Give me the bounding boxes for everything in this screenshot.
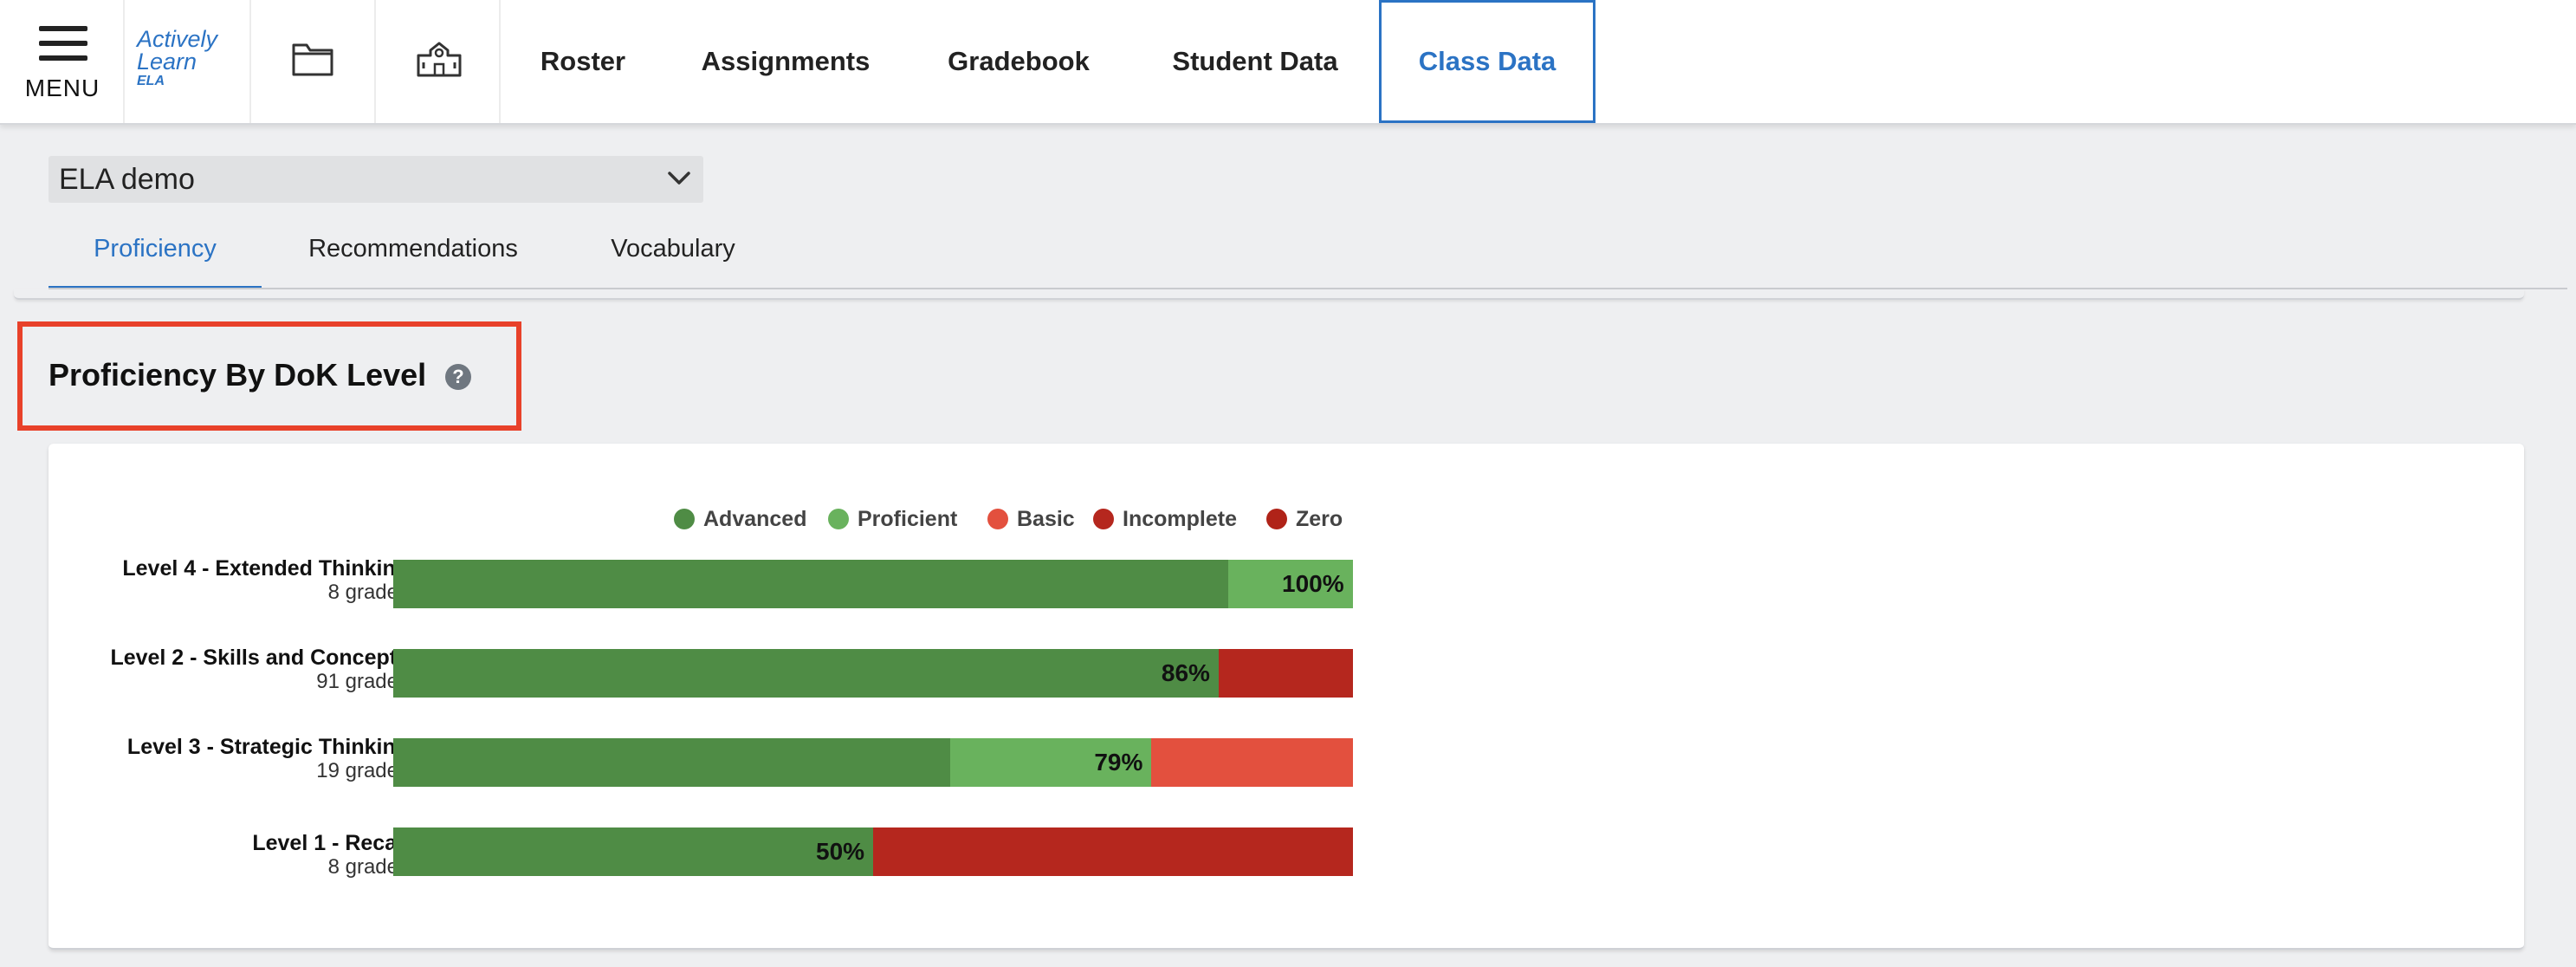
row-grade-count: 19 grades: [316, 759, 409, 782]
row-label: Level 1 - Recall 8 grades: [62, 831, 409, 879]
proficiency-chart-card: Advanced Proficient Basic Incomplete Zero Le…: [49, 444, 2524, 950]
bar-segment-advanced[interactable]: [393, 649, 1219, 698]
subtab-recommendations[interactable]: Recommendations: [308, 235, 518, 263]
row-label: Level 4 - Extended Thinking 8 grades: [62, 556, 409, 605]
school-button[interactable]: [376, 0, 501, 123]
legend-dot-proficient: [828, 509, 849, 529]
row-title: Level 3 - Strategic Thinking: [126, 735, 409, 759]
app-logo[interactable]: Actively Learn ELA: [125, 0, 251, 123]
row-title: Level 4 - Extended Thinking: [122, 556, 409, 581]
tab-assignments[interactable]: Assignments: [701, 46, 871, 76]
bar-segment-proficient[interactable]: [1227, 560, 1353, 608]
legend-item-advanced[interactable]: Advanced: [674, 504, 806, 534]
legend-dot-zero: [1266, 509, 1287, 529]
row-label: Level 2 - Skills and Concepts 91 grades: [62, 646, 409, 694]
bar-segment-advanced[interactable]: [393, 560, 1228, 608]
legend-dot-incomplete: [1093, 509, 1114, 529]
bar-percent-label: 50%: [816, 838, 865, 865]
library-button[interactable]: [251, 0, 376, 123]
bar-segment-incomplete[interactable]: [1218, 649, 1353, 698]
row-title: Level 1 - Recall: [252, 831, 409, 855]
legend-item-incomplete[interactable]: Incomplete: [1093, 504, 1237, 534]
bar-percent-label: 100%: [1282, 570, 1344, 597]
tab-student-data[interactable]: Student Data: [1172, 46, 1338, 76]
legend-dot-basic: [987, 509, 1008, 529]
bar-percent-label: 86%: [1161, 659, 1210, 686]
row-grade-count: 8 grades: [327, 581, 409, 604]
bar-segment-proficient[interactable]: [949, 738, 1152, 787]
menu-label: MENU: [24, 75, 100, 101]
highlight-annotation-box: [17, 321, 521, 431]
legend-item-zero[interactable]: Zero: [1266, 504, 1343, 534]
menu-button[interactable]: MENU: [0, 0, 125, 123]
bar-level-2-skills-and-concepts[interactable]: 86%: [393, 649, 1353, 698]
row-grade-count: 8 grades: [327, 855, 409, 879]
legend-label: Proficient: [858, 507, 958, 531]
logo-text-line2: Learn: [137, 49, 197, 75]
bar-segment-basic[interactable]: [1151, 738, 1353, 787]
legend-label: Zero: [1296, 507, 1343, 531]
row-title: Level 2 - Skills and Concepts: [110, 646, 409, 670]
row-label: Level 3 - Strategic Thinking 19 grades: [62, 735, 409, 783]
top-navigation-bar: MENU Actively Learn ELA Roster Assignmen…: [0, 0, 2576, 125]
bar-segment-advanced[interactable]: [393, 738, 950, 787]
bar-segment-incomplete[interactable]: [873, 827, 1353, 876]
bar-level-3-strategic-thinking[interactable]: 79%: [393, 738, 1353, 787]
bar-level-1-recall[interactable]: 50%: [393, 827, 1353, 876]
logo-text-line1: Actively: [137, 26, 218, 52]
school-building-icon: [417, 42, 462, 77]
subtab-proficiency[interactable]: Proficiency: [49, 215, 262, 289]
legend-label: Incomplete: [1123, 507, 1237, 531]
subtab-vocabulary[interactable]: Vocabulary: [611, 235, 735, 263]
subtab-divider: [49, 288, 2567, 289]
hamburger-icon: [39, 26, 87, 61]
tab-roster[interactable]: Roster: [540, 46, 626, 76]
legend-item-basic[interactable]: Basic: [987, 504, 1075, 534]
bar-level-4-extended-thinking[interactable]: 100%: [393, 560, 1353, 608]
class-select-dropdown[interactable]: ELA demo: [49, 156, 703, 203]
bar-segment-advanced[interactable]: [393, 827, 873, 876]
legend-dot-advanced: [674, 509, 695, 529]
legend-label: Basic: [1017, 507, 1075, 531]
collapsed-card-edge: [14, 289, 2524, 300]
row-grade-count: 91 grades: [316, 670, 409, 693]
help-icon[interactable]: ?: [445, 364, 471, 390]
logo-subtitle: ELA: [137, 74, 165, 88]
class-select-value: ELA demo: [59, 163, 195, 196]
legend-label: Advanced: [703, 507, 807, 531]
tab-class-data[interactable]: Class Data: [1379, 0, 1595, 123]
legend-item-proficient[interactable]: Proficient: [828, 504, 957, 534]
folder-icon: [292, 43, 333, 76]
tab-gradebook[interactable]: Gradebook: [948, 46, 1090, 76]
section-title: Proficiency By DoK Level: [49, 357, 427, 393]
bar-percent-label: 79%: [1094, 749, 1143, 776]
chevron-down-icon: [668, 172, 690, 185]
